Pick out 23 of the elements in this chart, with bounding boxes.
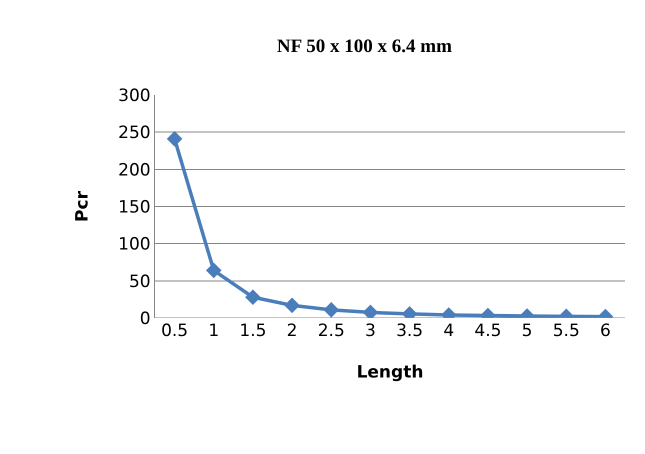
x-tick-label: 6 bbox=[600, 321, 611, 341]
x-tick-label: 0.5 bbox=[161, 321, 188, 341]
x-tick-label: 4 bbox=[443, 321, 454, 341]
y-tick-label: 200 bbox=[118, 160, 151, 180]
x-axis-title: Length bbox=[356, 362, 424, 382]
x-tick-label: 3.5 bbox=[396, 321, 424, 341]
y-tick-label: 300 bbox=[118, 86, 151, 106]
x-tick-label: 1.5 bbox=[239, 321, 266, 341]
x-tick-label: 5 bbox=[522, 321, 532, 341]
x-tick-label: 4.5 bbox=[474, 321, 502, 341]
y-tick-label: 250 bbox=[118, 123, 151, 144]
x-tick-label: 2 bbox=[286, 321, 298, 341]
point bbox=[166, 131, 182, 147]
chart-title: NF 50 x 100 x 6.4 mm bbox=[276, 36, 452, 58]
x-tick-label: 3 bbox=[365, 321, 376, 341]
y-axis-title: Pcr bbox=[72, 190, 93, 222]
x-tick-label: 5.5 bbox=[552, 321, 580, 341]
y-tick-label: 50 bbox=[128, 272, 151, 292]
x-tick-label: 1 bbox=[208, 321, 220, 341]
y-tick-label: 100 bbox=[118, 234, 151, 255]
y-tick-label: 0 bbox=[140, 308, 151, 329]
x-tick-label: 2.5 bbox=[318, 321, 345, 341]
y-tick-label: 150 bbox=[118, 197, 151, 218]
